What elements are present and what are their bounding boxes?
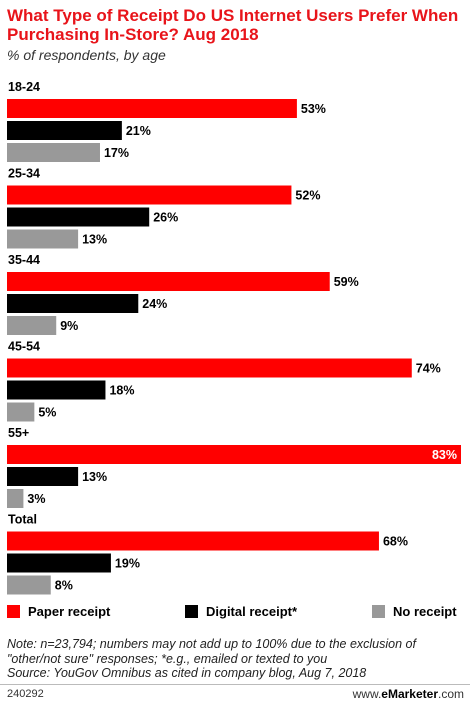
bar-paper-5: [7, 531, 379, 551]
note-text: Note: n=23,794; numbers may not add up t…: [7, 637, 416, 666]
category-label-total: Total: [8, 513, 37, 527]
bar-paper-1: [7, 185, 292, 205]
brand-link[interactable]: www.eMarketer.com: [353, 687, 464, 701]
bar-digital-5: [7, 553, 111, 573]
data-label-digital-1: 26%: [153, 211, 178, 225]
data-label-none-0: 17%: [104, 146, 129, 160]
bar-none-5: [7, 575, 51, 595]
bar-paper-0: [7, 99, 297, 118]
bar-none-1: [7, 229, 79, 249]
footer-divider: [0, 684, 470, 685]
data-label-paper-2: 59%: [334, 275, 359, 289]
brand-name: eMarketer: [381, 687, 438, 701]
chart-id: 240292: [7, 688, 44, 700]
category-label-55: 55+: [8, 426, 29, 440]
bar-digital-4: [7, 467, 79, 486]
data-label-none-4: 3%: [27, 492, 45, 506]
bar-paper-2: [7, 272, 330, 291]
brand-prefix: www.: [352, 687, 382, 701]
chart-subtitle: % of respondents, by age: [7, 47, 166, 63]
bar-none-4: [7, 489, 24, 508]
bar-digital-3: [7, 380, 106, 400]
data-label-paper-1: 52%: [295, 189, 320, 203]
bar-paper-4: [7, 445, 461, 464]
category-label-3544: 35-44: [8, 253, 40, 267]
legend-swatch-paper: [7, 605, 20, 618]
brand-suffix: .com: [437, 687, 464, 701]
data-label-paper-0: 53%: [301, 102, 326, 116]
data-label-digital-4: 13%: [82, 470, 107, 484]
bar-digital-2: [7, 294, 139, 313]
bar-none-3: [7, 402, 35, 422]
data-label-digital-3: 18%: [109, 384, 134, 398]
data-label-paper-4: 83%: [432, 448, 457, 462]
data-label-paper-5: 68%: [383, 535, 408, 549]
data-label-digital-5: 19%: [115, 557, 140, 571]
chart-title: What Type of Receipt Do US Internet User…: [7, 6, 459, 44]
legend-item-none: No receipt: [372, 604, 457, 619]
category-label-2534: 25-34: [8, 167, 40, 181]
legend-label-digital: Digital receipt*: [206, 604, 298, 619]
data-label-none-2: 9%: [60, 319, 78, 333]
source-text: Source: YouGov Omnibus as cited in compa…: [7, 666, 367, 680]
bar-chart: 18-24 53% 21% 17% 25-34 52% 26% 13% 35-44 59% 24% 9…: [7, 80, 461, 595]
data-label-none-3: 5%: [38, 406, 56, 420]
legend-swatch-none: [372, 605, 385, 618]
legend-item-digital: Digital receipt*: [185, 604, 297, 619]
legend-label-paper: Paper receipt: [28, 604, 111, 619]
bar-none-2: [7, 316, 57, 335]
data-label-none-1: 13%: [82, 233, 107, 247]
bar-paper-3: [7, 358, 412, 378]
bar-digital-0: [7, 121, 122, 140]
legend-label-none: No receipt: [393, 604, 457, 619]
data-label-paper-3: 74%: [416, 362, 441, 376]
legend-swatch-digital: [185, 605, 198, 618]
footnote: Note: n=23,794; numbers may not add up t…: [7, 637, 465, 681]
category-label-4554: 45-54: [8, 340, 40, 354]
data-label-digital-0: 21%: [126, 124, 151, 138]
bar-none-0: [7, 143, 100, 162]
category-label-1824: 18-24: [8, 80, 40, 94]
legend: Paper receipt Digital receipt* No receip…: [7, 604, 467, 622]
bar-digital-1: [7, 207, 150, 227]
data-label-digital-2: 24%: [142, 297, 167, 311]
legend-item-paper: Paper receipt: [7, 604, 110, 619]
data-label-none-5: 8%: [55, 579, 73, 593]
